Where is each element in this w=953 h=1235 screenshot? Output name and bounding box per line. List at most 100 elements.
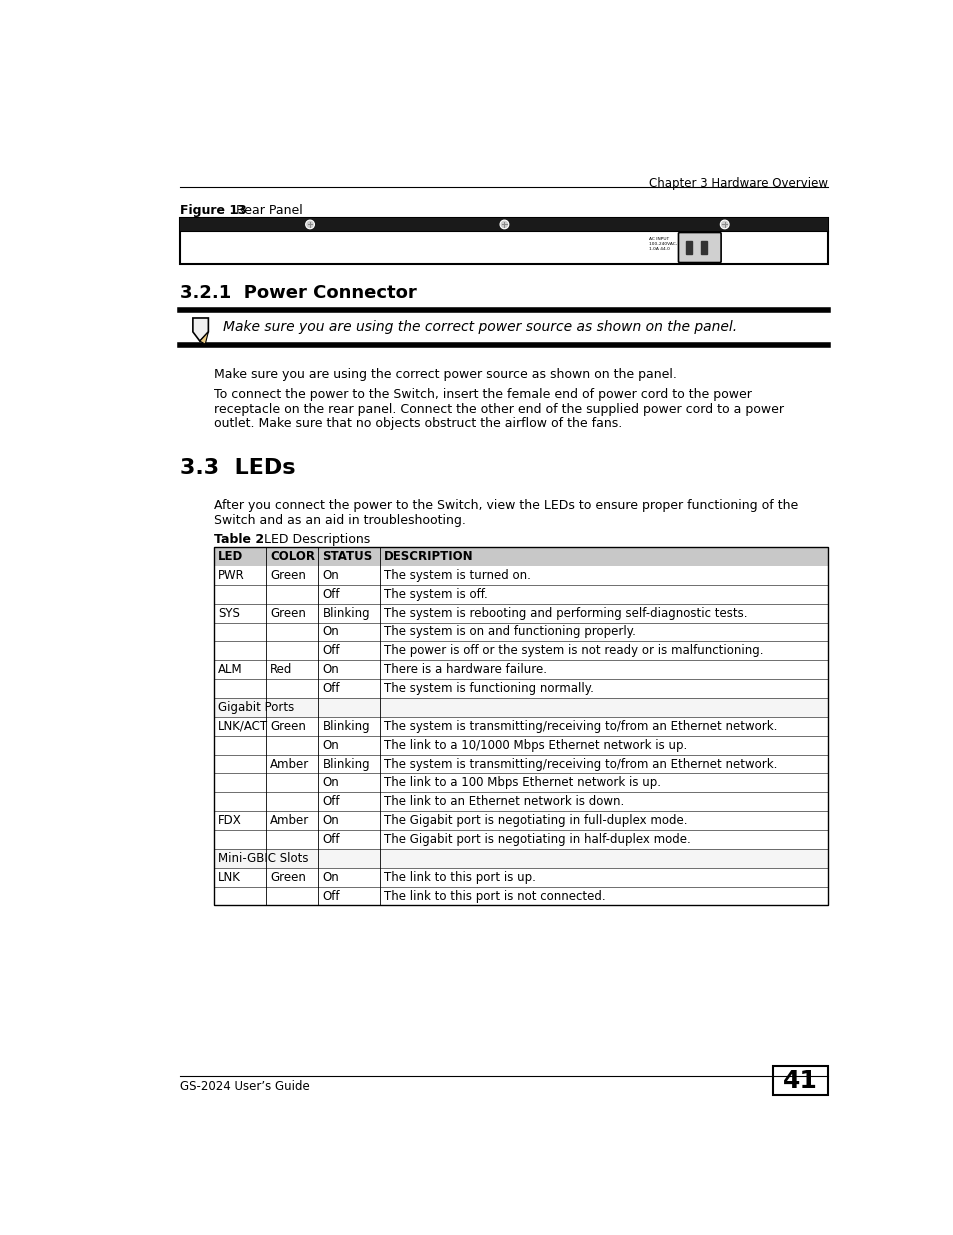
Text: LED Descriptions: LED Descriptions [256, 534, 371, 546]
Circle shape [307, 221, 313, 227]
Bar [685, 241, 691, 254]
Text: Blinking: Blinking [322, 720, 370, 732]
Bar [213, 604, 827, 622]
Text: Blinking: Blinking [322, 757, 370, 771]
Text: LNK: LNK [218, 871, 241, 884]
Text: SYS: SYS [218, 606, 240, 620]
Text: The system is functioning normally.: The system is functioning normally. [384, 682, 594, 695]
Bar [213, 811, 827, 830]
Bar [180, 217, 827, 264]
Text: Off: Off [322, 682, 339, 695]
Text: The power is off or the system is not ready or is malfunctioning.: The power is off or the system is not re… [384, 645, 762, 657]
Bar [213, 755, 827, 773]
Circle shape [720, 220, 728, 228]
Text: The Gigabit port is negotiating in half-duplex mode.: The Gigabit port is negotiating in half-… [384, 832, 690, 846]
Text: outlet. Make sure that no objects obstruct the airflow of the fans.: outlet. Make sure that no objects obstru… [213, 417, 621, 430]
Text: Amber: Amber [270, 814, 309, 827]
Text: On: On [322, 569, 339, 582]
Text: COLOR: COLOR [270, 550, 315, 563]
Circle shape [720, 221, 727, 227]
Bar [213, 868, 827, 887]
Text: Make sure you are using the correct power source as shown on the panel.: Make sure you are using the correct powe… [223, 320, 737, 335]
Bar [213, 698, 827, 716]
Polygon shape [193, 317, 208, 341]
Circle shape [499, 220, 508, 228]
Text: GS-2024 User’s Guide: GS-2024 User’s Guide [180, 1079, 310, 1093]
Text: The system is transmitting/receiving to/from an Ethernet network.: The system is transmitting/receiving to/… [384, 720, 777, 732]
Text: Off: Off [322, 832, 339, 846]
Bar [213, 793, 827, 811]
Text: The link to this port is not connected.: The link to this port is not connected. [384, 889, 605, 903]
Text: Off: Off [322, 645, 339, 657]
Text: LNK/ACT: LNK/ACT [218, 720, 268, 732]
Bar [700, 241, 706, 254]
Text: Green: Green [270, 569, 306, 582]
Text: On: On [322, 625, 339, 638]
Text: Chapter 3 Hardware Overview: Chapter 3 Hardware Overview [649, 178, 827, 190]
Bar [213, 830, 827, 848]
Text: The system is off.: The system is off. [384, 588, 487, 600]
Text: 3.3  LEDs: 3.3 LEDs [180, 458, 295, 478]
Bar [213, 848, 827, 868]
Bar [213, 679, 827, 698]
Text: DESCRIPTION: DESCRIPTION [384, 550, 473, 563]
Text: On: On [322, 663, 339, 677]
Text: On: On [322, 814, 339, 827]
Text: To connect the power to the Switch, insert the female end of power cord to the p: To connect the power to the Switch, inse… [213, 389, 751, 401]
Text: LED: LED [218, 550, 243, 563]
Bar [213, 547, 827, 566]
Bar [213, 622, 827, 641]
Text: Make sure you are using the correct power source as shown on the panel.: Make sure you are using the correct powe… [213, 368, 676, 380]
Text: Table 2: Table 2 [213, 534, 264, 546]
Text: There is a hardware failure.: There is a hardware failure. [384, 663, 546, 677]
Bar [213, 887, 827, 905]
Text: Amber: Amber [270, 757, 309, 771]
Text: Rear Panel: Rear Panel [236, 204, 303, 216]
Text: Gigabit Ports: Gigabit Ports [218, 701, 294, 714]
Text: Blinking: Blinking [322, 606, 370, 620]
Text: Figure 13: Figure 13 [180, 204, 247, 216]
Text: receptacle on the rear panel. Connect the other end of the supplied power cord t: receptacle on the rear panel. Connect th… [213, 403, 783, 416]
Text: Mini-GBIC Slots: Mini-GBIC Slots [218, 852, 308, 864]
Text: The system is on and functioning properly.: The system is on and functioning properl… [384, 625, 636, 638]
Text: FDX: FDX [218, 814, 241, 827]
Text: The system is turned on.: The system is turned on. [384, 569, 530, 582]
Text: After you connect the power to the Switch, view the LEDs to ensure proper functi: After you connect the power to the Switc… [213, 499, 798, 511]
Text: Red: Red [270, 663, 293, 677]
Text: The system is rebooting and performing self-diagnostic tests.: The system is rebooting and performing s… [384, 606, 747, 620]
Text: Green: Green [270, 606, 306, 620]
Text: The link to a 100 Mbps Ethernet network is up.: The link to a 100 Mbps Ethernet network … [384, 777, 660, 789]
Bar [213, 773, 827, 793]
Text: The system is transmitting/receiving to/from an Ethernet network.: The system is transmitting/receiving to/… [384, 757, 777, 771]
Text: Off: Off [322, 889, 339, 903]
Bar [213, 716, 827, 736]
Bar [180, 217, 827, 231]
Text: Off: Off [322, 795, 339, 808]
Text: 41: 41 [782, 1068, 817, 1093]
Text: Green: Green [270, 720, 306, 732]
Circle shape [306, 220, 314, 228]
Text: The link to a 10/1000 Mbps Ethernet network is up.: The link to a 10/1000 Mbps Ethernet netw… [384, 739, 686, 752]
Text: Green: Green [270, 871, 306, 884]
Bar [213, 641, 827, 661]
Bar [213, 661, 827, 679]
Text: AC INPUT
100-240VAC, 50/60Hz
1.0A 44.0: AC INPUT 100-240VAC, 50/60Hz 1.0A 44.0 [648, 237, 696, 251]
Text: On: On [322, 777, 339, 789]
FancyBboxPatch shape [678, 232, 720, 263]
Text: Off: Off [322, 588, 339, 600]
Bar [772, 1066, 827, 1095]
Bar [213, 585, 827, 604]
Circle shape [500, 221, 507, 227]
Bar [213, 547, 827, 905]
Text: The Gigabit port is negotiating in full-duplex mode.: The Gigabit port is negotiating in full-… [384, 814, 687, 827]
Text: ALM: ALM [218, 663, 242, 677]
Bar [213, 566, 827, 585]
Text: PWR: PWR [218, 569, 245, 582]
Bar [213, 736, 827, 755]
Polygon shape [199, 332, 208, 345]
Text: On: On [322, 871, 339, 884]
Text: On: On [322, 739, 339, 752]
Text: Switch and as an aid in troubleshooting.: Switch and as an aid in troubleshooting. [213, 514, 465, 526]
Text: The link to this port is up.: The link to this port is up. [384, 871, 536, 884]
Text: 3.2.1  Power Connector: 3.2.1 Power Connector [180, 284, 416, 301]
